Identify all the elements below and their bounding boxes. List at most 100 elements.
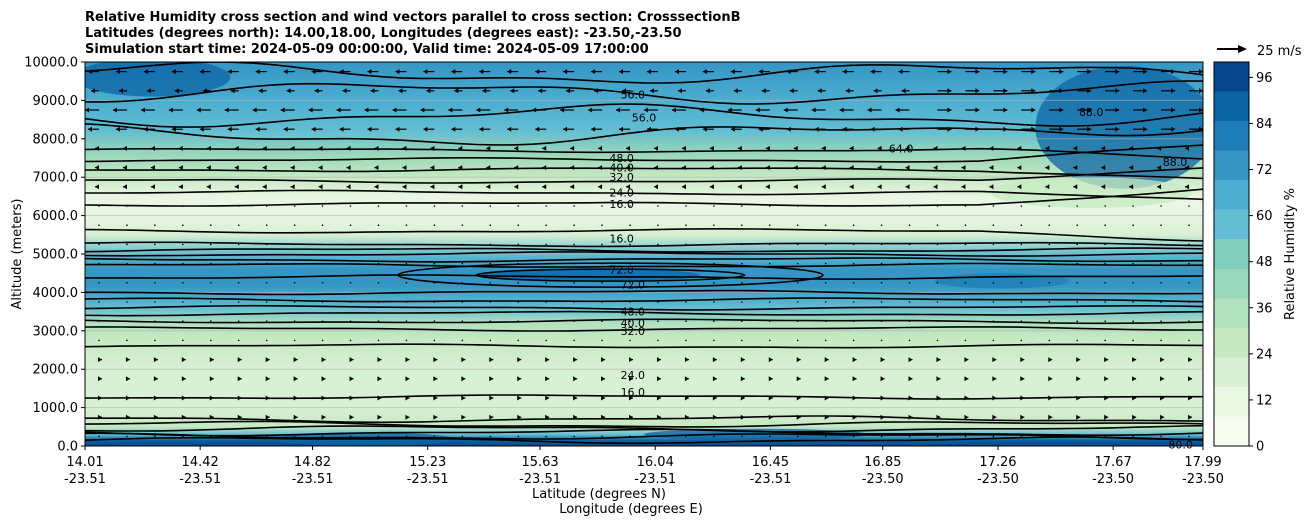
wind-vector [573, 320, 575, 323]
wind-vector [1132, 243, 1134, 246]
wind-vector-head [153, 414, 158, 420]
wind-vector-head [626, 145, 631, 151]
wind-vector-head [908, 357, 913, 363]
y-tick-label: 6000.0 [33, 209, 79, 224]
wind-vector-head [398, 88, 403, 94]
wind-vector-head [153, 376, 158, 382]
contour-labels: 56.056.064.048.040.032.024.016.016.072.0… [609, 89, 1193, 452]
wind-vector [852, 301, 855, 303]
wind-vector-head [370, 88, 375, 94]
wind-vector [573, 435, 575, 438]
wind-vector [154, 320, 156, 323]
wind-vector [433, 205, 436, 207]
wind-vector [349, 282, 352, 284]
x-tick-label-lat: 17.26 [979, 455, 1016, 470]
wind-vector-head [821, 184, 826, 190]
wind-vector-head [227, 69, 232, 75]
wind-vector [1104, 339, 1106, 342]
wind-vector [713, 262, 715, 265]
wind-vector [461, 339, 464, 342]
wind-vector [154, 224, 156, 226]
wind-vector [293, 262, 296, 265]
wind-vector-head [793, 184, 798, 190]
wind-vector-head [97, 414, 102, 420]
wind-vector-head [349, 376, 354, 382]
wind-vector-head [479, 126, 484, 132]
wind-vector [964, 435, 967, 438]
contour-label: 48.0 [621, 306, 646, 319]
contour-line [85, 257, 1203, 263]
wind-vector [237, 224, 240, 226]
wind-vector-head [461, 395, 466, 401]
wind-vector-head [171, 69, 176, 75]
wind-vector [601, 282, 603, 284]
wind-vector [1104, 320, 1106, 323]
wind-vector [629, 320, 631, 323]
wind-vector-head [209, 357, 214, 363]
wind-vector [1020, 282, 1023, 284]
wind-vector-head [765, 165, 770, 171]
y-tick-label: 3000.0 [33, 324, 79, 339]
wind-vector-head [793, 165, 798, 171]
wind-vector-head [314, 88, 319, 94]
wind-vector [377, 435, 380, 438]
wind-vector-head [514, 145, 519, 151]
wind-vector-head [461, 376, 466, 382]
wind-vector [657, 282, 659, 284]
wind-vector [209, 339, 212, 342]
wind-vector-head [367, 69, 372, 75]
wind-vector-head [768, 376, 773, 382]
wind-vector-head [181, 414, 186, 420]
wind-vector-head [1188, 414, 1193, 420]
wind-vector-head [1073, 184, 1078, 190]
wind-vector-head [311, 69, 316, 75]
wind-vector-head [563, 126, 568, 132]
wind-vector-head [342, 88, 347, 94]
wind-vector [545, 435, 547, 438]
wind-vector [293, 224, 296, 226]
wind-vector-head [405, 414, 410, 420]
wind-vector-head [619, 126, 624, 132]
wind-vector [824, 301, 827, 303]
wind-vector-head [115, 126, 120, 132]
wind-vector [265, 320, 268, 323]
x-tick-label-lat: 14.82 [294, 455, 331, 470]
wind-vector [405, 339, 408, 342]
contour-label: 48.0 [609, 152, 634, 165]
wind-vector-head [367, 126, 372, 132]
contour-label: 88.0 [1163, 156, 1188, 169]
wind-vector [545, 243, 547, 246]
wind-vector [126, 320, 128, 323]
contour-line [85, 394, 1203, 400]
wind-vector [936, 435, 939, 438]
wind-vector-head [1048, 357, 1053, 363]
wind-vector-head [814, 69, 819, 75]
wind-vector-head [532, 107, 537, 113]
contour-label: 32.0 [621, 325, 646, 338]
wind-vector-head [1101, 145, 1106, 151]
contour-label: 40.0 [621, 317, 646, 330]
wind-vector [293, 282, 296, 284]
wind-vector-head [796, 376, 801, 382]
wind-vector-head [674, 69, 679, 75]
wind-vector [1048, 320, 1051, 323]
wind-vector-head [821, 165, 826, 171]
wind-vector [768, 301, 771, 303]
wind-vector [349, 301, 352, 303]
wind-vector-head [961, 165, 966, 171]
wind-vector [405, 224, 408, 226]
wind-vector [126, 435, 128, 438]
wind-vector-head [895, 107, 900, 113]
wind-vector-head [975, 126, 980, 132]
wind-vector [209, 224, 212, 226]
wind-vector-head [880, 357, 885, 363]
wind-vector [824, 339, 827, 342]
wind-vector-head [430, 184, 435, 190]
wind-vector [1076, 224, 1079, 226]
wind-vector-head [433, 414, 438, 420]
wind-vector [265, 224, 268, 226]
wind-vector [964, 262, 967, 265]
wind-vector [796, 435, 799, 438]
wind-vector-head [545, 395, 550, 401]
contour-label: 24.0 [621, 369, 646, 382]
